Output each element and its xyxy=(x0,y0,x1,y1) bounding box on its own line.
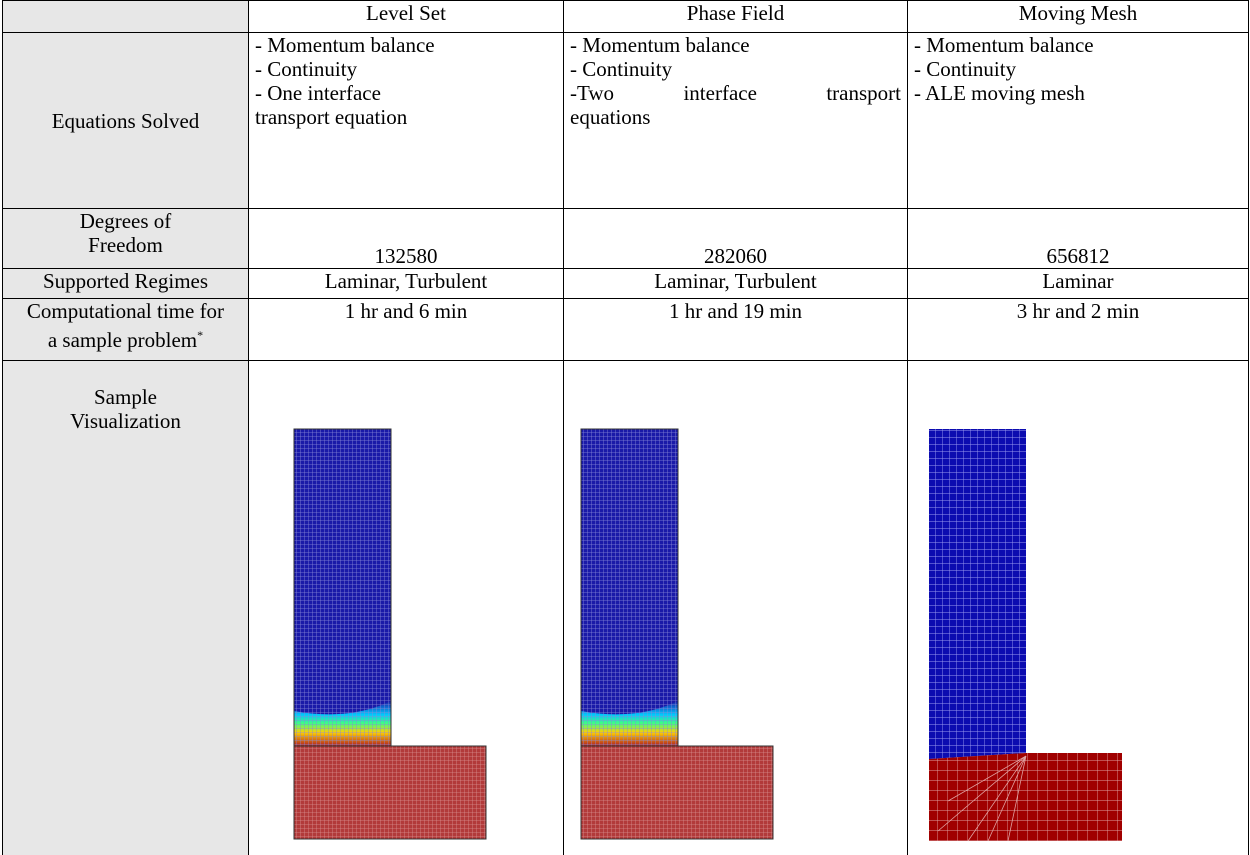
row: Degrees of Freedom 132580 282060 656812 xyxy=(3,209,1249,269)
cell xyxy=(908,361,1249,855)
cell: - Momentum balance - Continuity - One in… xyxy=(249,33,564,209)
line: -Two interface transport xyxy=(570,81,901,105)
line: equations xyxy=(570,105,901,129)
cell: 1 hr and 6 min xyxy=(249,299,564,361)
cell: - Momentum balance - Continuity - ALE mo… xyxy=(908,33,1249,209)
column-header: Level Set xyxy=(249,1,564,33)
cell: Laminar, Turbulent xyxy=(249,269,564,299)
line: - Momentum balance xyxy=(570,33,901,57)
phase-field-plot xyxy=(581,429,773,839)
visualization xyxy=(908,361,1249,850)
row-label: Equations Solved xyxy=(3,33,249,209)
visualization xyxy=(249,361,564,850)
row-label-cell: Computational time for a sample problem* xyxy=(3,299,249,361)
row-label: Supported Regimes xyxy=(3,269,249,299)
cell: 282060 xyxy=(564,209,908,269)
page: Level Set Phase Field Moving Mesh Equati… xyxy=(0,0,1250,851)
row-label: Computational time for a sample problem xyxy=(27,299,224,352)
level-set-plot xyxy=(294,429,486,839)
line: transport equation xyxy=(255,105,557,129)
cell xyxy=(564,361,908,855)
moving-mesh-plot xyxy=(929,429,1122,841)
line: - ALE moving mesh xyxy=(914,81,1242,105)
cell: 3 hr and 2 min xyxy=(908,299,1249,361)
cell: 1 hr and 19 min xyxy=(564,299,908,361)
corner-cell xyxy=(3,1,249,33)
row: Computational time for a sample problem*… xyxy=(3,299,1249,361)
column-header: Phase Field xyxy=(564,1,908,33)
comparison-table: Level Set Phase Field Moving Mesh Equati… xyxy=(2,0,1249,855)
line: - Momentum balance xyxy=(255,33,557,57)
visualization xyxy=(564,361,908,850)
line: - Continuity xyxy=(914,57,1242,81)
header-row: Level Set Phase Field Moving Mesh xyxy=(3,1,1249,33)
row-label: Degrees of Freedom xyxy=(3,209,249,269)
row: Supported Regimes Laminar, Turbulent Lam… xyxy=(3,269,1249,299)
line: - Continuity xyxy=(255,57,557,81)
column-header: Moving Mesh xyxy=(908,1,1249,33)
line: - Momentum balance xyxy=(914,33,1242,57)
row: Sample Visualization xyxy=(3,361,1249,855)
cell xyxy=(249,361,564,855)
row: Equations Solved - Momentum balance - Co… xyxy=(3,33,1249,209)
line: - Continuity xyxy=(570,57,901,81)
cell: Laminar, Turbulent xyxy=(564,269,908,299)
cell: Laminar xyxy=(908,269,1249,299)
cell: - Momentum balance - Continuity -Two int… xyxy=(564,33,908,209)
footnote-mark: * xyxy=(197,328,203,342)
cell: 656812 xyxy=(908,209,1249,269)
row-label: Sample Visualization xyxy=(3,361,249,855)
line: - One interface xyxy=(255,81,557,105)
cell: 132580 xyxy=(249,209,564,269)
